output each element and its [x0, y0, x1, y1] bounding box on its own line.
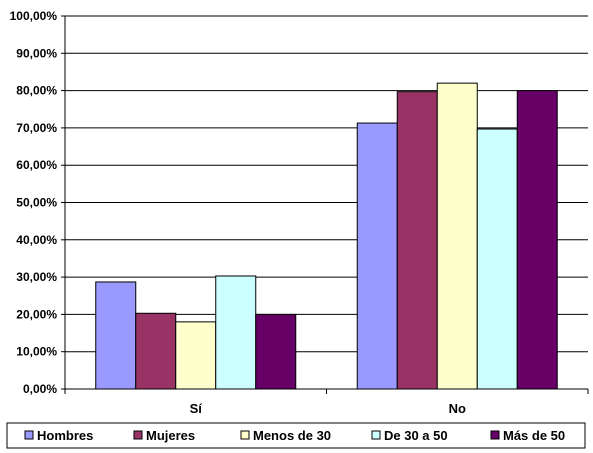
y-tick-label: 20,00% — [16, 307, 57, 321]
legend-swatch — [240, 430, 250, 440]
legend-label: Más de 50 — [503, 428, 565, 443]
bar-hombres-1 — [356, 122, 398, 390]
x-category-label: Sí — [190, 401, 203, 416]
bar-mujeres-0 — [135, 312, 177, 390]
y-tick-label: 30,00% — [16, 270, 57, 284]
x-axis-categories: Sí No — [190, 401, 466, 416]
legend-label: De 30 a 50 — [384, 428, 448, 443]
legend-label: Mujeres — [146, 428, 195, 443]
bar-menos-de-30-0 — [175, 321, 217, 390]
legend-box — [6, 422, 586, 449]
bar-de-30-a-50-1 — [476, 128, 518, 390]
legend-label: Menos de 30 — [253, 428, 331, 443]
y-axis-ticks: 0,00% 10,00% 20,00% 30,00% 40,00% 50,00% 60,00… — [10, 9, 65, 396]
y-tick-label: 0,00% — [23, 382, 57, 396]
legend: Hombres Mujeres Menos de 30 De 30 a 50 Más d… — [6, 422, 586, 449]
legend-swatch — [371, 430, 381, 440]
y-tick-label: 70,00% — [16, 121, 57, 135]
legend-swatch — [133, 430, 143, 440]
legend-swatch — [490, 430, 500, 440]
y-tick-label: 40,00% — [16, 233, 57, 247]
bar-de-30-a-50-0 — [215, 275, 257, 390]
legend-swatch — [24, 430, 34, 440]
bar-m-s-de-50-1 — [516, 90, 558, 390]
y-tick-label: 100,00% — [10, 9, 58, 23]
x-category-label: No — [449, 401, 466, 416]
bar-m-s-de-50-0 — [255, 313, 297, 390]
y-tick-label: 90,00% — [16, 46, 57, 60]
bar-menos-de-30-1 — [436, 82, 478, 390]
y-tick-label: 60,00% — [16, 158, 57, 172]
bar-hombres-0 — [95, 281, 137, 390]
bar-mujeres-1 — [396, 91, 438, 390]
y-tick-label: 50,00% — [16, 196, 57, 210]
y-tick-label: 80,00% — [16, 84, 57, 98]
y-tick-label: 10,00% — [16, 345, 57, 359]
legend-label: Hombres — [37, 428, 93, 443]
bars — [95, 82, 558, 390]
